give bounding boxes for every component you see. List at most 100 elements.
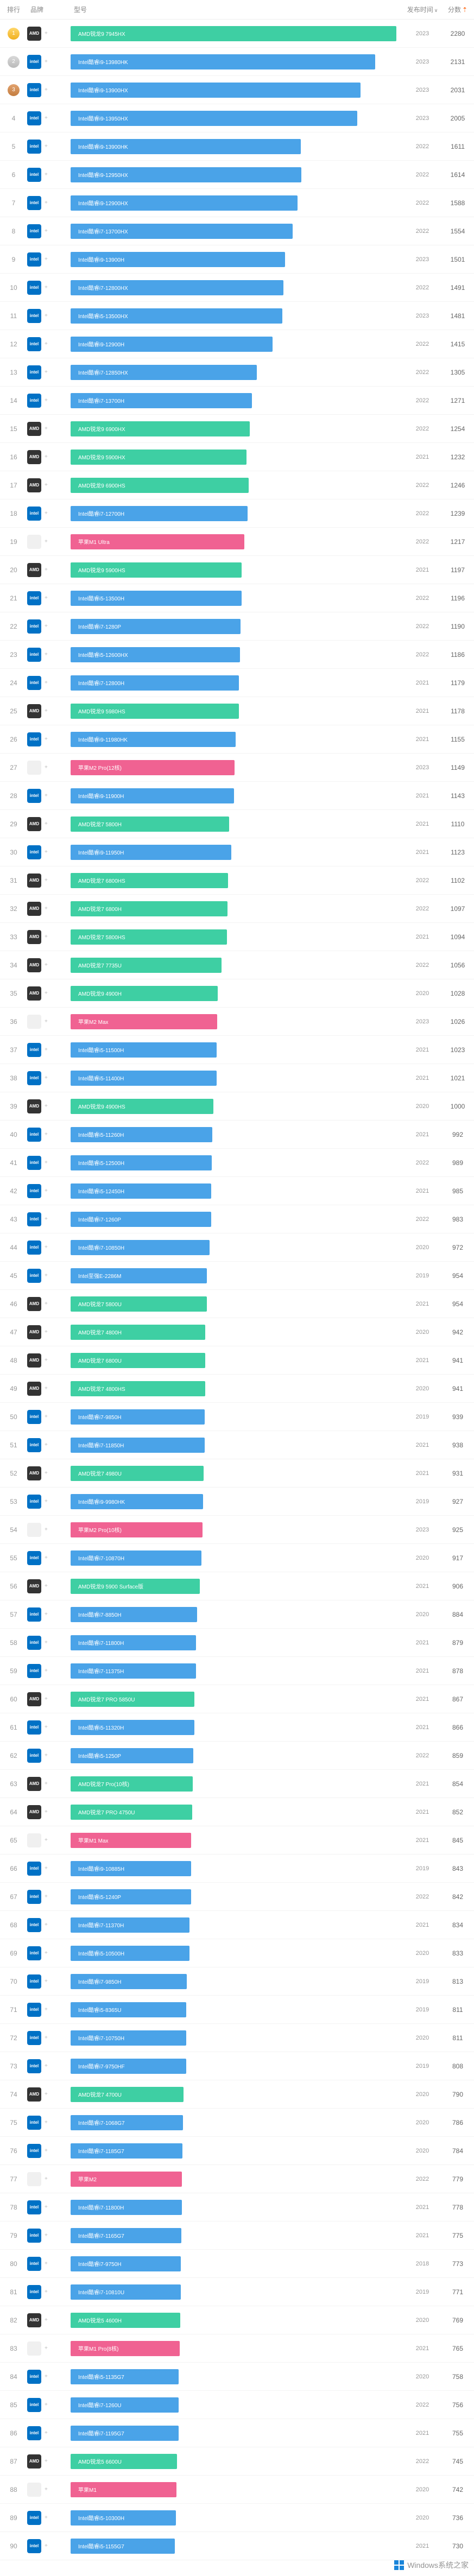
model-cell[interactable]: Intel酷睿i7-12700H bbox=[71, 506, 403, 521]
model-cell[interactable]: Intel酷睿i7-9750HF bbox=[71, 2059, 403, 2074]
model-cell[interactable]: Intel酷睿i7-13700HX bbox=[71, 224, 403, 239]
model-cell[interactable]: Intel酷睿i7-11370H bbox=[71, 1917, 403, 1933]
model-cell[interactable]: Intel酷睿i9-11980HK bbox=[71, 732, 403, 747]
model-cell[interactable]: Intel酷睿i5-11500H bbox=[71, 1042, 403, 1058]
model-cell[interactable]: Intel酷睿i5-10500H bbox=[71, 1946, 403, 1961]
model-cell[interactable]: Intel酷睿i7-12850HX bbox=[71, 365, 403, 380]
expand-icon[interactable]: + bbox=[45, 2515, 48, 2521]
model-cell[interactable]: Intel酷睿i9-13900HK bbox=[71, 139, 403, 154]
expand-icon[interactable]: + bbox=[45, 1837, 48, 1843]
model-cell[interactable]: Intel酷睿i9-13950HX bbox=[71, 111, 403, 126]
expand-icon[interactable]: + bbox=[45, 539, 48, 545]
model-cell[interactable]: Intel酷睿i7-13700H bbox=[71, 393, 403, 408]
model-cell[interactable]: AMD锐龙9 4900H bbox=[71, 986, 403, 1001]
model-cell[interactable]: Intel酷睿i7-8850H bbox=[71, 1607, 403, 1622]
expand-icon[interactable]: + bbox=[45, 680, 48, 686]
model-cell[interactable]: Intel酷睿i5-1240P bbox=[71, 1889, 403, 1904]
expand-icon[interactable]: + bbox=[45, 482, 48, 488]
expand-icon[interactable]: + bbox=[45, 1018, 48, 1024]
expand-icon[interactable]: + bbox=[45, 1442, 48, 1448]
expand-icon[interactable]: + bbox=[45, 284, 48, 290]
expand-icon[interactable]: + bbox=[45, 1752, 48, 1758]
model-cell[interactable]: 苹果M1 Max bbox=[71, 1833, 403, 1848]
model-cell[interactable]: AMD锐龙7 6800U bbox=[71, 1353, 403, 1368]
model-cell[interactable]: Intel酷睿i7-1165G7 bbox=[71, 2228, 403, 2243]
model-cell[interactable]: 苹果M1 bbox=[71, 2482, 403, 2497]
model-cell[interactable]: Intel酷睿i5-11320H bbox=[71, 1720, 403, 1735]
model-cell[interactable]: Intel酷睿i7-1280P bbox=[71, 619, 403, 634]
model-cell[interactable]: 苹果M2 Pro(10核) bbox=[71, 1522, 403, 1537]
model-cell[interactable]: 苹果M2 Pro(12核) bbox=[71, 760, 403, 775]
model-cell[interactable]: Intel至强E-2286M bbox=[71, 1268, 403, 1283]
expand-icon[interactable]: + bbox=[45, 454, 48, 460]
expand-icon[interactable]: + bbox=[45, 1950, 48, 1956]
model-cell[interactable]: Intel酷睿i5-12600HX bbox=[71, 647, 403, 662]
expand-icon[interactable]: + bbox=[45, 1894, 48, 1900]
expand-icon[interactable]: + bbox=[45, 1470, 48, 1476]
expand-icon[interactable]: + bbox=[45, 567, 48, 573]
model-cell[interactable]: Intel酷睿i7-11800H bbox=[71, 1635, 403, 1650]
expand-icon[interactable]: + bbox=[45, 1075, 48, 1081]
expand-icon[interactable]: + bbox=[45, 1724, 48, 1730]
model-cell[interactable]: AMD锐龙9 7945HX bbox=[71, 26, 403, 41]
expand-icon[interactable]: + bbox=[45, 1498, 48, 1504]
expand-icon[interactable]: + bbox=[45, 623, 48, 629]
expand-icon[interactable]: + bbox=[45, 2261, 48, 2267]
expand-icon[interactable]: + bbox=[45, 1329, 48, 1335]
model-cell[interactable]: Intel酷睿i9-12950HX bbox=[71, 167, 403, 182]
expand-icon[interactable]: + bbox=[45, 1978, 48, 1984]
expand-icon[interactable]: + bbox=[45, 313, 48, 319]
model-cell[interactable]: AMD锐龙7 4800HS bbox=[71, 1381, 403, 1396]
expand-icon[interactable]: + bbox=[45, 2345, 48, 2351]
model-cell[interactable]: Intel酷睿i5-11400H bbox=[71, 1071, 403, 1086]
model-cell[interactable]: Intel酷睿i9-13900H bbox=[71, 252, 403, 267]
model-cell[interactable]: Intel酷睿i7-11850H bbox=[71, 1438, 403, 1453]
expand-icon[interactable]: + bbox=[45, 2091, 48, 2097]
expand-icon[interactable]: + bbox=[45, 2119, 48, 2125]
expand-icon[interactable]: + bbox=[45, 59, 48, 65]
expand-icon[interactable]: + bbox=[45, 143, 48, 149]
expand-icon[interactable]: + bbox=[45, 2458, 48, 2464]
model-cell[interactable]: AMD锐龙9 4900HS bbox=[71, 1099, 403, 1114]
model-cell[interactable]: 苹果M1 Pro(8核) bbox=[71, 2341, 403, 2356]
expand-icon[interactable]: + bbox=[45, 2063, 48, 2069]
model-cell[interactable]: Intel酷睿i7-10850H bbox=[71, 1240, 403, 1255]
expand-icon[interactable]: + bbox=[45, 1414, 48, 1420]
model-cell[interactable]: Intel酷睿i7-9850H bbox=[71, 1974, 403, 1989]
expand-icon[interactable]: + bbox=[45, 2176, 48, 2182]
expand-icon[interactable]: + bbox=[45, 877, 48, 883]
expand-icon[interactable]: + bbox=[45, 200, 48, 206]
header-score[interactable]: 分数⇡ bbox=[441, 5, 474, 14]
expand-icon[interactable]: + bbox=[45, 172, 48, 178]
expand-icon[interactable]: + bbox=[45, 397, 48, 403]
expand-icon[interactable]: + bbox=[45, 962, 48, 968]
model-cell[interactable]: 苹果M2 Max bbox=[71, 1014, 403, 1029]
expand-icon[interactable]: + bbox=[45, 2317, 48, 2323]
model-cell[interactable]: Intel酷睿i9-11950H bbox=[71, 845, 403, 860]
expand-icon[interactable]: + bbox=[45, 228, 48, 234]
model-cell[interactable]: Intel酷睿i7-10810U bbox=[71, 2284, 403, 2300]
expand-icon[interactable]: + bbox=[45, 2402, 48, 2408]
expand-icon[interactable]: + bbox=[45, 1301, 48, 1307]
model-cell[interactable]: AMD锐龙9 5980HS bbox=[71, 704, 403, 719]
model-cell[interactable]: Intel酷睿i5-13500H bbox=[71, 591, 403, 606]
expand-icon[interactable]: + bbox=[45, 1809, 48, 1815]
expand-icon[interactable]: + bbox=[45, 651, 48, 657]
expand-icon[interactable]: + bbox=[45, 1527, 48, 1533]
model-cell[interactable]: AMD锐龙7 4800H bbox=[71, 1325, 403, 1340]
expand-icon[interactable]: + bbox=[45, 1668, 48, 1674]
expand-icon[interactable]: + bbox=[45, 1922, 48, 1928]
model-cell[interactable]: AMD锐龙7 4700U bbox=[71, 2087, 403, 2102]
model-cell[interactable]: AMD锐龙7 PRO 4750U bbox=[71, 1805, 403, 1820]
expand-icon[interactable]: + bbox=[45, 849, 48, 855]
model-cell[interactable]: AMD锐龙7 4980U bbox=[71, 1466, 403, 1481]
model-cell[interactable]: AMD锐龙7 5800U bbox=[71, 1296, 403, 1312]
expand-icon[interactable]: + bbox=[45, 30, 48, 36]
model-cell[interactable]: Intel酷睿i7-1185G7 bbox=[71, 2143, 403, 2159]
model-cell[interactable]: Intel酷睿i7-1068G7 bbox=[71, 2115, 403, 2130]
expand-icon[interactable]: + bbox=[45, 2289, 48, 2295]
model-cell[interactable]: Intel酷睿i5-12500H bbox=[71, 1155, 403, 1170]
expand-icon[interactable]: + bbox=[45, 1244, 48, 1250]
expand-icon[interactable]: + bbox=[45, 1273, 48, 1278]
model-cell[interactable]: AMD锐龙9 6900HS bbox=[71, 478, 403, 493]
